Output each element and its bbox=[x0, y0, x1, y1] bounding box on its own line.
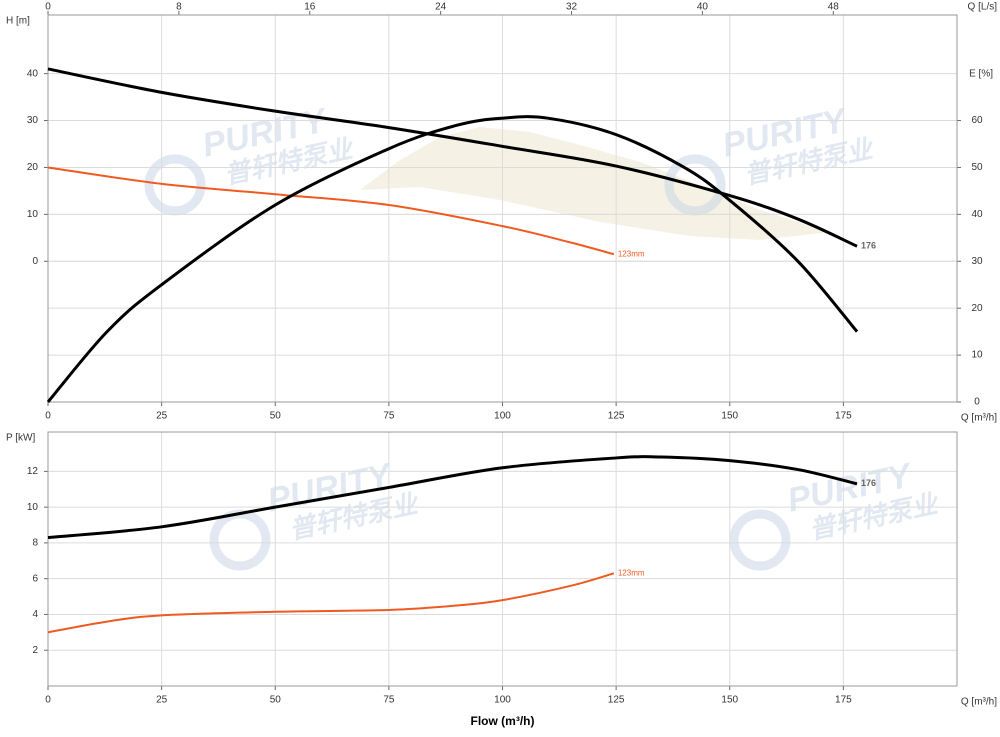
operating-region bbox=[360, 127, 830, 240]
x2-tick-label: 24 bbox=[435, 2, 447, 13]
x-tick-label: 150 bbox=[721, 411, 738, 422]
x-tick-label: 125 bbox=[608, 695, 625, 706]
watermark-logo bbox=[144, 154, 206, 216]
x-tick-label: 25 bbox=[156, 411, 168, 422]
y-tick-label: 10 bbox=[27, 502, 39, 513]
y-tick-label: 20 bbox=[27, 162, 39, 173]
watermark-logo bbox=[729, 509, 791, 571]
axis-title: Flow (m³/h) bbox=[471, 714, 535, 728]
y-tick-label: 2 bbox=[32, 645, 38, 656]
x2-tick-label: 32 bbox=[566, 2, 578, 13]
curve bbox=[47, 455, 858, 540]
curve bbox=[47, 572, 615, 634]
y2-axis-label: E [%] bbox=[969, 69, 993, 80]
y2-tick-label: 40 bbox=[971, 209, 983, 220]
watermark-logo bbox=[664, 154, 726, 216]
x2-tick-label: 0 bbox=[45, 2, 51, 13]
curve bbox=[46, 115, 859, 403]
x-tick-label: 0 bbox=[45, 695, 51, 706]
curve-label: 123mm bbox=[618, 249, 645, 258]
x-axis-label: Q [m³/h] bbox=[961, 413, 997, 424]
y-tick-label: 30 bbox=[27, 115, 39, 126]
plot-frame bbox=[47, 431, 958, 687]
y-tick-label: 40 bbox=[27, 68, 39, 79]
x-tick-label: 75 bbox=[383, 695, 395, 706]
x2-axis-label: Q [L/s] bbox=[968, 2, 998, 13]
x-tick-label: 25 bbox=[156, 695, 168, 706]
y-tick-label: 12 bbox=[27, 466, 39, 477]
x-tick-label: 50 bbox=[270, 695, 282, 706]
x2-tick-label: 16 bbox=[304, 2, 316, 13]
y2-tick-label: 50 bbox=[971, 162, 983, 173]
y2-tick-label: 0 bbox=[974, 397, 980, 408]
x-axis-label: Q [m³/h] bbox=[961, 697, 997, 708]
x-tick-label: 100 bbox=[494, 411, 511, 422]
y2-tick-label: 60 bbox=[971, 115, 983, 126]
y-axis-label: H [m] bbox=[6, 16, 30, 27]
x2-tick-label: 40 bbox=[697, 2, 709, 13]
y-axis-label: P [kW] bbox=[6, 433, 35, 444]
curve bbox=[47, 67, 858, 248]
x-tick-label: 100 bbox=[494, 695, 511, 706]
y2-tick-label: 20 bbox=[971, 303, 983, 314]
plot-frame bbox=[47, 14, 958, 403]
curve-label: 176 bbox=[861, 241, 876, 251]
y-tick-label: 0 bbox=[32, 256, 38, 267]
y-tick-label: 10 bbox=[27, 209, 39, 220]
x-tick-label: 50 bbox=[270, 411, 282, 422]
x2-tick-label: 8 bbox=[176, 2, 182, 13]
y2-tick-label: 30 bbox=[971, 256, 983, 267]
y-tick-label: 4 bbox=[32, 609, 38, 620]
x-tick-label: 125 bbox=[608, 411, 625, 422]
x2-tick-label: 48 bbox=[828, 2, 840, 13]
curve-label: 123mm bbox=[618, 568, 645, 577]
watermark-logo bbox=[209, 509, 271, 571]
x-tick-label: 0 bbox=[45, 411, 51, 422]
x-tick-label: 150 bbox=[721, 695, 738, 706]
y-tick-label: 6 bbox=[32, 573, 38, 584]
curve-label: 176 bbox=[861, 478, 876, 488]
y-tick-label: 8 bbox=[32, 538, 38, 549]
x-tick-label: 75 bbox=[383, 411, 395, 422]
x-tick-label: 175 bbox=[835, 695, 852, 706]
y2-tick-label: 10 bbox=[971, 350, 983, 361]
curve bbox=[47, 166, 615, 256]
x-tick-label: 175 bbox=[835, 411, 852, 422]
